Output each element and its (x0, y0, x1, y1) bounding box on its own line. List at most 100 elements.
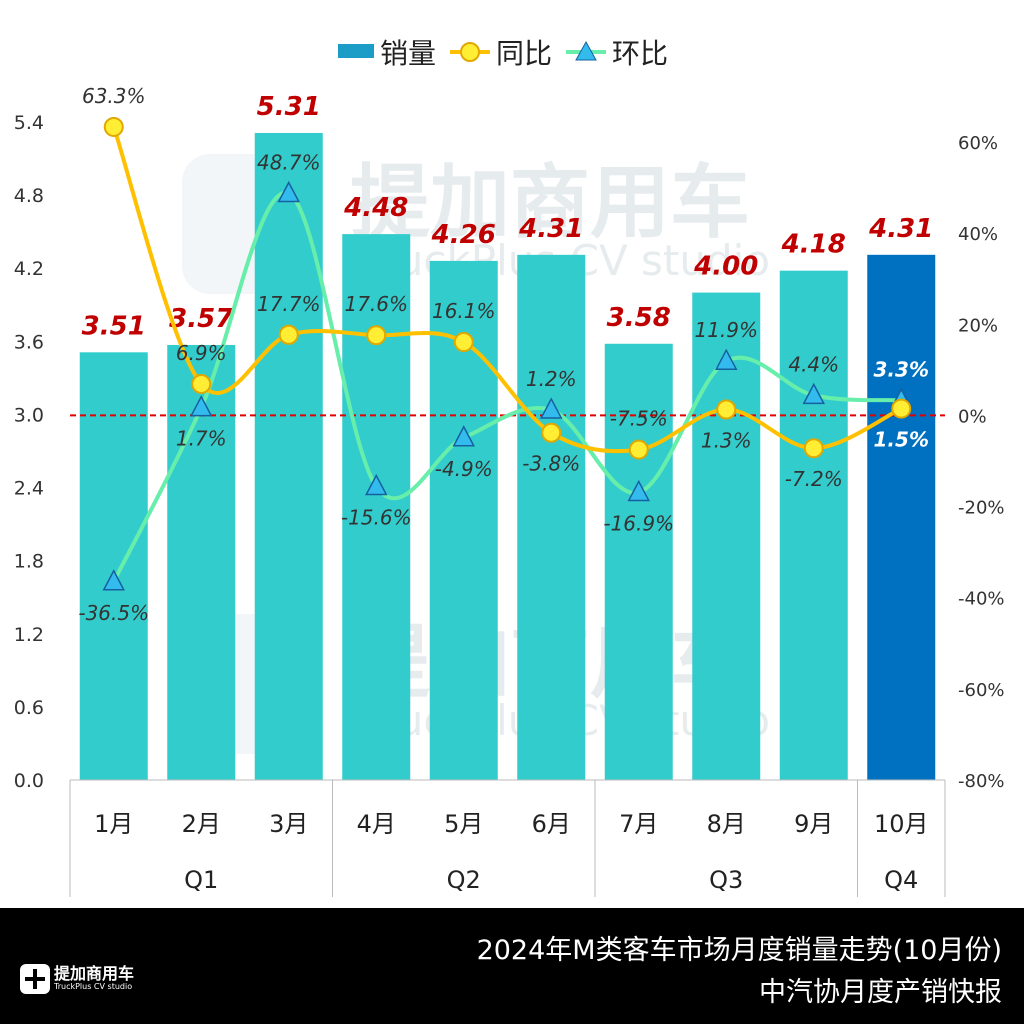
mom-marker (627, 479, 650, 502)
yoy-marker (803, 438, 824, 459)
bar-value-label: 3.57 (169, 304, 234, 334)
bar-value-label: 4.31 (518, 214, 583, 244)
category-label: 3月 (269, 810, 308, 838)
yoy-label: 17.6% (344, 292, 408, 316)
left-axis-tick: 4.2 (14, 258, 44, 280)
legend-bar-swatch (338, 44, 374, 58)
category-label: 9月 (794, 810, 833, 838)
legend-label: 销量 (380, 37, 436, 70)
mom-label: 4.4% (788, 352, 839, 376)
mom-label: -36.5% (78, 601, 149, 625)
group-label: Q1 (184, 866, 218, 894)
yoy-label: 1.3% (701, 429, 752, 453)
bar-10月 (867, 254, 936, 781)
legend-yoy-marker (460, 42, 480, 62)
mom-label: 3.3% (874, 357, 929, 381)
mom-label: -4.9% (435, 457, 493, 481)
category-label: 4月 (357, 810, 396, 838)
yoy-label: -7.5% (610, 407, 668, 431)
yoy-marker (716, 399, 737, 420)
mom-marker (277, 180, 300, 203)
right-axis-tick: -60% (958, 680, 1005, 701)
mom-label: 1.7% (176, 427, 227, 451)
category-label: 1月 (94, 810, 133, 838)
yoy-label: 63.3% (82, 84, 146, 108)
mom-label: 11.9% (694, 318, 758, 342)
yoy-marker (628, 439, 649, 460)
chart-source: 中汽协月度产销快报 (759, 977, 1002, 1008)
right-axis-tick: -40% (958, 589, 1005, 610)
logo-text: 提加商用车 (54, 964, 135, 983)
bar-value-label: 4.48 (343, 193, 408, 223)
bar-6月 (517, 254, 586, 781)
right-axis-tick: 40% (958, 224, 998, 245)
bar-1月 (79, 352, 148, 780)
legend-label: 环比 (612, 37, 668, 70)
category-label: 7月 (619, 810, 658, 838)
watermark-text: 提加商用车 (350, 156, 750, 249)
right-axis-tick: -80% (958, 771, 1005, 792)
mom-marker (540, 397, 563, 419)
legend-mom-marker (575, 40, 597, 61)
left-axis-tick: 3.0 (14, 404, 44, 426)
chart-title: 2024年M类客车市场月度销量走势(10月份) (476, 935, 1002, 966)
left-axis-tick: 0.0 (14, 770, 44, 792)
yoy-marker (366, 325, 387, 346)
right-axis-tick: 20% (958, 315, 998, 336)
left-axis-tick: 3.6 (14, 331, 44, 353)
mom-marker (715, 348, 738, 370)
yoy-marker (891, 398, 912, 419)
left-axis-tick: 4.8 (14, 185, 44, 207)
bar-2月 (167, 344, 236, 780)
left-axis-tick: 2.4 (14, 478, 44, 500)
mom-marker (452, 425, 475, 447)
group-label: Q2 (447, 866, 481, 894)
bar-value-label: 3.51 (82, 311, 146, 341)
category-label: 10月 (874, 810, 929, 838)
bar-value-label: 5.31 (257, 92, 321, 122)
bar-3月 (254, 132, 323, 780)
bar-9月 (779, 270, 848, 780)
mom-label: 48.7% (257, 150, 321, 174)
mom-marker (802, 382, 825, 405)
bar-value-label: 3.58 (607, 303, 671, 333)
yoy-label: -7.2% (785, 467, 843, 491)
right-axis-tick: 60% (958, 133, 998, 154)
yoy-marker (103, 116, 124, 137)
bar-value-label: 4.18 (781, 230, 846, 260)
bar-value-label: 4.31 (868, 214, 933, 244)
category-label: 6月 (532, 810, 571, 838)
mom-marker (190, 395, 213, 417)
category-label: 2月 (182, 810, 221, 838)
yoy-marker (453, 332, 474, 353)
yoy-marker (278, 324, 299, 345)
group-label: Q4 (884, 866, 918, 894)
left-axis-tick: 5.4 (14, 112, 44, 134)
bar-value-label: 4.26 (431, 220, 496, 250)
mom-label: -16.9% (603, 511, 674, 535)
yoy-label: 1.5% (874, 428, 929, 452)
yoy-marker (191, 373, 212, 394)
yoy-label: -3.8% (522, 452, 580, 476)
yoy-label: 16.1% (432, 299, 496, 323)
logo-subtext: TruckPlus CV studio (54, 982, 133, 991)
mom-label: 1.2% (526, 367, 577, 391)
footer: 提加商用车 TruckPlus CV studio 2024年M类客车市场月度销… (0, 908, 1024, 1024)
category-label: 5月 (444, 810, 483, 838)
left-axis-tick: 1.8 (14, 551, 44, 573)
left-axis-tick: 1.2 (14, 624, 44, 646)
mom-label: -15.6% (341, 506, 412, 530)
left-axis-tick: 0.6 (14, 697, 44, 719)
category-label: 8月 (707, 810, 746, 838)
bar-7月 (604, 343, 673, 780)
logo-icon (20, 964, 50, 994)
yoy-label: 17.7% (257, 292, 321, 316)
bar-8月 (692, 292, 761, 780)
yoy-label: 6.9% (176, 341, 227, 365)
legend-label: 同比 (496, 37, 552, 70)
mom-marker (365, 473, 388, 496)
logo: 提加商用车 TruckPlus CV studio (20, 964, 134, 994)
bar-4月 (342, 234, 411, 780)
bar-value-label: 4.00 (693, 252, 758, 282)
